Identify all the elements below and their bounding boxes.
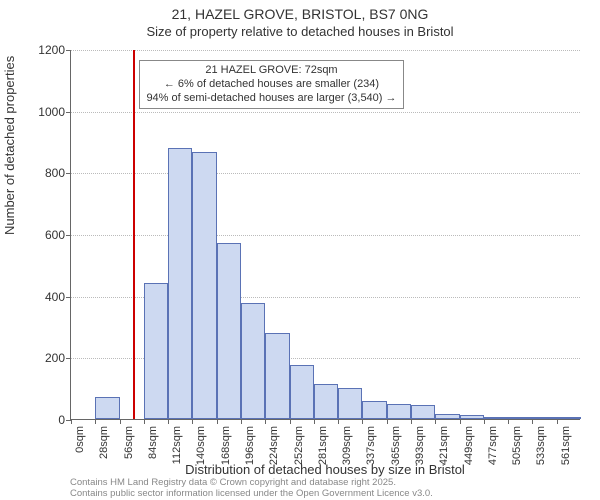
x-tick-label: 505sqm (511, 426, 523, 465)
footer-line-2: Contains public sector information licen… (70, 489, 433, 500)
x-tick-mark (192, 419, 193, 424)
y-tick-mark (66, 235, 71, 236)
histogram-bar (192, 152, 216, 419)
x-tick-mark (265, 419, 266, 424)
histogram-bar (532, 417, 556, 419)
x-tick-mark (168, 419, 169, 424)
y-tick-mark (66, 50, 71, 51)
x-tick-label: 56sqm (123, 426, 135, 459)
histogram-bar (460, 415, 484, 419)
x-tick-label: 561sqm (560, 426, 572, 465)
x-tick-mark (120, 419, 121, 424)
x-tick-label: 477sqm (487, 426, 499, 465)
chart-title: 21, HAZEL GROVE, BRISTOL, BS7 0NG (0, 6, 600, 22)
y-tick-label: 1200 (15, 43, 65, 57)
histogram-bar (508, 417, 532, 419)
x-tick-label: 140sqm (195, 426, 207, 465)
x-tick-mark (387, 419, 388, 424)
y-tick-label: 600 (15, 228, 65, 242)
x-tick-mark (95, 419, 96, 424)
x-tick-label: 533sqm (535, 426, 547, 465)
chart-subtitle: Size of property relative to detached ho… (0, 24, 600, 39)
gridline (71, 112, 580, 113)
y-axis-label: Number of detached properties (2, 56, 17, 235)
x-tick-mark (435, 419, 436, 424)
x-tick-mark (314, 419, 315, 424)
x-tick-mark (290, 419, 291, 424)
x-tick-label: 281sqm (317, 426, 329, 465)
annotation-line: ← 6% of detached houses are smaller (234… (146, 78, 396, 92)
y-tick-label: 800 (15, 166, 65, 180)
x-tick-mark (144, 419, 145, 424)
x-tick-label: 112sqm (171, 426, 183, 464)
x-tick-mark (241, 419, 242, 424)
annotation-box: 21 HAZEL GROVE: 72sqm← 6% of detached ho… (139, 60, 403, 109)
x-tick-label: 449sqm (463, 426, 475, 465)
plot-area: 21 HAZEL GROVE: 72sqm← 6% of detached ho… (70, 50, 580, 420)
histogram-bar (217, 243, 241, 419)
histogram-bar (241, 303, 265, 419)
x-tick-mark (362, 419, 363, 424)
x-tick-mark (484, 419, 485, 424)
histogram-bar (265, 333, 289, 419)
gridline (71, 173, 580, 174)
reference-line (133, 50, 135, 419)
x-tick-mark (532, 419, 533, 424)
histogram-bar (484, 417, 508, 419)
x-tick-label: 393sqm (414, 426, 426, 465)
x-tick-label: 337sqm (365, 426, 377, 465)
histogram-bar (387, 404, 411, 419)
footer-attribution: Contains HM Land Registry data © Crown c… (70, 478, 433, 500)
chart-container: 21, HAZEL GROVE, BRISTOL, BS7 0NG Size o… (0, 0, 600, 500)
gridline (71, 50, 580, 51)
histogram-bar (362, 401, 386, 420)
histogram-bar (557, 417, 581, 419)
histogram-bar (338, 388, 362, 419)
y-tick-label: 200 (15, 351, 65, 365)
x-tick-mark (217, 419, 218, 424)
y-tick-mark (66, 112, 71, 113)
x-tick-mark (460, 419, 461, 424)
x-tick-mark (71, 419, 72, 424)
x-tick-mark (411, 419, 412, 424)
x-tick-label: 365sqm (390, 426, 402, 465)
y-tick-label: 0 (15, 413, 65, 427)
y-tick-label: 1000 (15, 105, 65, 119)
gridline (71, 235, 580, 236)
x-tick-label: 252sqm (293, 426, 305, 465)
x-tick-label: 421sqm (438, 426, 450, 465)
y-tick-label: 400 (15, 290, 65, 304)
histogram-bar (168, 148, 192, 419)
histogram-bar (411, 405, 435, 419)
y-tick-mark (66, 173, 71, 174)
x-tick-label: 168sqm (220, 426, 232, 465)
histogram-bar (314, 384, 338, 419)
x-tick-label: 28sqm (98, 426, 110, 459)
x-tick-label: 84sqm (147, 426, 159, 459)
y-tick-mark (66, 297, 71, 298)
annotation-line: 94% of semi-detached houses are larger (… (146, 92, 396, 106)
histogram-bar (95, 397, 119, 419)
x-tick-label: 196sqm (244, 426, 256, 465)
histogram-bar (144, 283, 168, 419)
x-tick-mark (508, 419, 509, 424)
histogram-bar (290, 365, 314, 419)
x-tick-label: 309sqm (341, 426, 353, 465)
x-tick-label: 224sqm (268, 426, 280, 465)
annotation-line: 21 HAZEL GROVE: 72sqm (146, 64, 396, 78)
x-tick-mark (557, 419, 558, 424)
x-tick-mark (338, 419, 339, 424)
y-tick-mark (66, 358, 71, 359)
histogram-bar (435, 414, 459, 419)
x-tick-label: 0sqm (74, 426, 86, 453)
